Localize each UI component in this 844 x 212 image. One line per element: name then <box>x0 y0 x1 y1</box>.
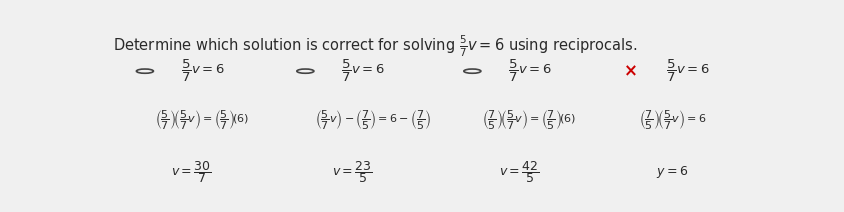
Text: $\left(\dfrac{7}{5}\right)\!\left(\dfrac{5}{7}v\right)=6$: $\left(\dfrac{7}{5}\right)\!\left(\dfrac… <box>639 108 706 132</box>
Text: $\dfrac{5}{7}v=6$: $\dfrac{5}{7}v=6$ <box>341 58 385 84</box>
Text: $\dfrac{5}{7}v=6$: $\dfrac{5}{7}v=6$ <box>508 58 551 84</box>
Text: $v=\dfrac{30}{7}$: $v=\dfrac{30}{7}$ <box>170 159 212 185</box>
Text: $\left(\dfrac{7}{5}\right)\!\left(\dfrac{5}{7}v\right)=\left(\dfrac{7}{5}\right): $\left(\dfrac{7}{5}\right)\!\left(\dfrac… <box>482 108 576 132</box>
Text: $\dfrac{5}{7}v=6$: $\dfrac{5}{7}v=6$ <box>665 58 708 84</box>
Text: $v=\dfrac{23}{5}$: $v=\dfrac{23}{5}$ <box>331 159 371 185</box>
Text: $\left(\dfrac{5}{7}\right)\!\left(\dfrac{5}{7}v\right)=\left(\dfrac{5}{7}\right): $\left(\dfrac{5}{7}\right)\!\left(\dfrac… <box>154 108 249 132</box>
Text: $\dfrac{5}{7}v=6$: $\dfrac{5}{7}v=6$ <box>181 58 225 84</box>
Text: $\left(\dfrac{5}{7}v\right)-\left(\dfrac{7}{5}\right)=6-\left(\dfrac{7}{5}\right: $\left(\dfrac{5}{7}v\right)-\left(\dfrac… <box>315 108 430 132</box>
Text: $y=6$: $y=6$ <box>655 164 687 180</box>
Text: $\mathbf{\times}$: $\mathbf{\times}$ <box>622 62 636 80</box>
Text: Determine which solution is correct for solving $\frac{5}{7}v = 6$ using recipro: Determine which solution is correct for … <box>113 34 637 59</box>
Text: $v=\dfrac{42}{5}$: $v=\dfrac{42}{5}$ <box>498 159 538 185</box>
